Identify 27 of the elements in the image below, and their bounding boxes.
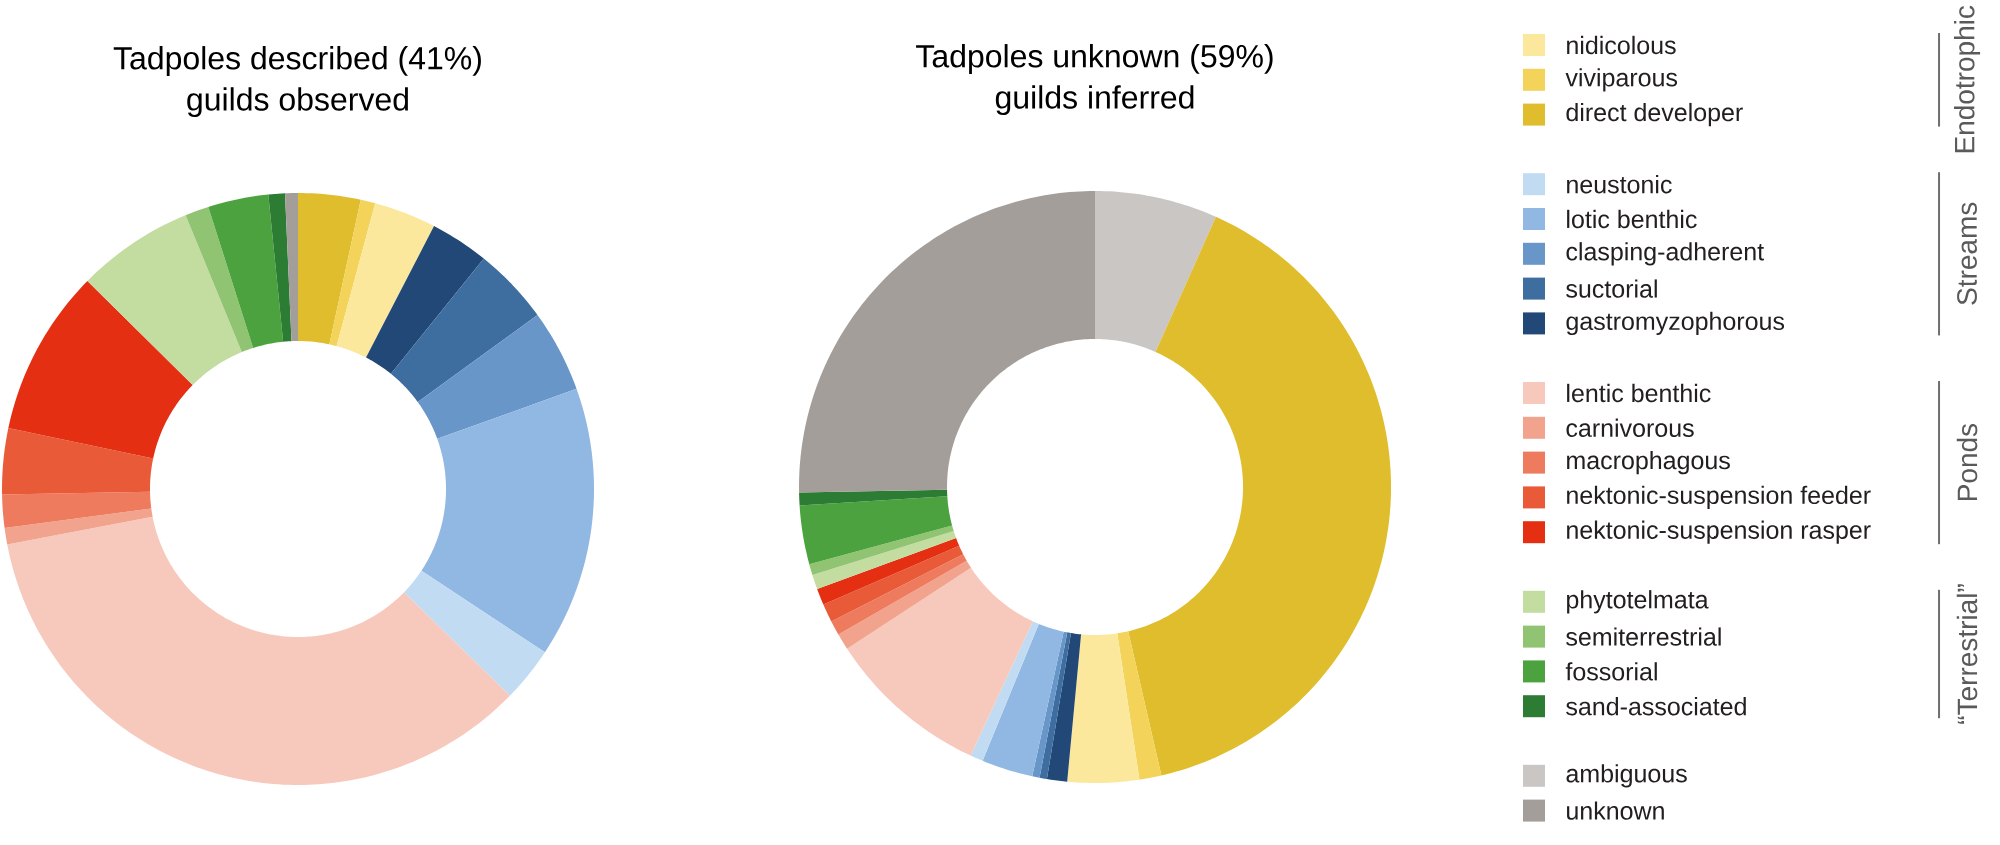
category-label: nektonic-suspension rasper [1567, 520, 1871, 544]
category-label: nidicolous [1567, 35, 1676, 55]
category-label: phytotelmata [1567, 590, 1709, 614]
category-label: sand-associated [1566, 697, 1746, 716]
text: Endotrophic [1953, 5, 1981, 153]
chart-title: Tadpoles described (41%) [113, 46, 481, 76]
category-label: direct developer [1566, 102, 1743, 127]
category-label: viviparous [1565, 68, 1678, 92]
category-label: macrophagous [1567, 450, 1730, 475]
category-label: lentic benthic [1567, 383, 1711, 403]
category-label: ambiguous [1566, 764, 1687, 788]
category-label: clasping-adherent [1566, 242, 1764, 266]
category-label: lotic benthic [1567, 209, 1697, 229]
category-label: neustonic [1567, 175, 1672, 194]
category-label: suctorial [1566, 279, 1657, 298]
text: Streams [1957, 202, 1977, 305]
category-label: fossorial [1565, 662, 1657, 681]
chart-subtitle: guilds observed [187, 87, 408, 118]
category-label: gastromyzophorous [1566, 311, 1785, 336]
category-label: unknown [1567, 801, 1664, 820]
text: Ponds [1956, 423, 1978, 501]
category-label: carnivorous [1566, 418, 1694, 437]
text: “Terrestrial” [1956, 584, 1978, 724]
chart-title: Tadpoles unknown (59%) [916, 44, 1273, 74]
category-label: semiterrestrial [1566, 627, 1721, 646]
chart-subtitle: guilds inferred [995, 85, 1194, 116]
category-label: nektonic-suspension feeder [1567, 485, 1871, 510]
